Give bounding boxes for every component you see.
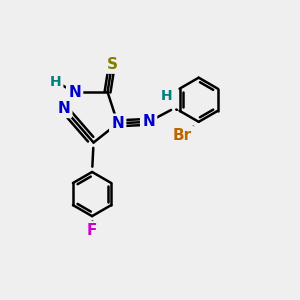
Text: N: N [111, 116, 124, 131]
Text: N: N [68, 85, 81, 100]
Text: S: S [106, 57, 118, 72]
Text: H: H [50, 75, 61, 89]
Text: N: N [142, 114, 155, 129]
Text: Br: Br [173, 128, 192, 142]
Text: F: F [87, 224, 97, 238]
Text: N: N [58, 101, 70, 116]
Text: H: H [160, 89, 172, 103]
